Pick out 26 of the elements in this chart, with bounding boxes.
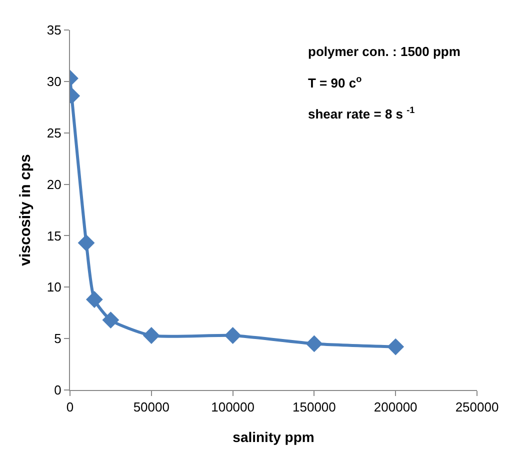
- x-tick-label: 250000: [455, 400, 499, 415]
- y-tick-label: 20: [46, 176, 62, 192]
- y-tick-label: 25: [46, 125, 62, 140]
- y-tick-label: 0: [54, 382, 62, 398]
- x-axis-title: salinity ppm: [232, 429, 314, 445]
- point: [224, 327, 242, 344]
- x-tick-label: 50000: [133, 400, 170, 415]
- y-tick-label: 35: [46, 22, 62, 38]
- point: [306, 335, 323, 352]
- y-tick-label: 5: [54, 331, 62, 346]
- annotation: polymer con. : 1500 ppm: [308, 44, 460, 59]
- point: [102, 312, 120, 329]
- point: [387, 338, 404, 356]
- y-tick-label: 15: [46, 228, 62, 244]
- y-axis-title: viscosity in cps: [17, 154, 34, 266]
- point: [78, 234, 95, 252]
- x-tick-label: 0: [66, 400, 74, 415]
- point: [86, 291, 103, 308]
- x-tick-label: 100000: [211, 400, 254, 415]
- point: [142, 327, 160, 344]
- annotation: shear rate = 8 s $^{-1}$: [308, 105, 415, 122]
- x-tick-label: 150000: [292, 400, 336, 415]
- x-tick-label: 200000: [374, 400, 418, 415]
- y-tick-label: 10: [46, 280, 62, 295]
- y-tick-label: 30: [46, 74, 62, 89]
- annotation: T = 90 c$^{o}$: [308, 74, 362, 90]
